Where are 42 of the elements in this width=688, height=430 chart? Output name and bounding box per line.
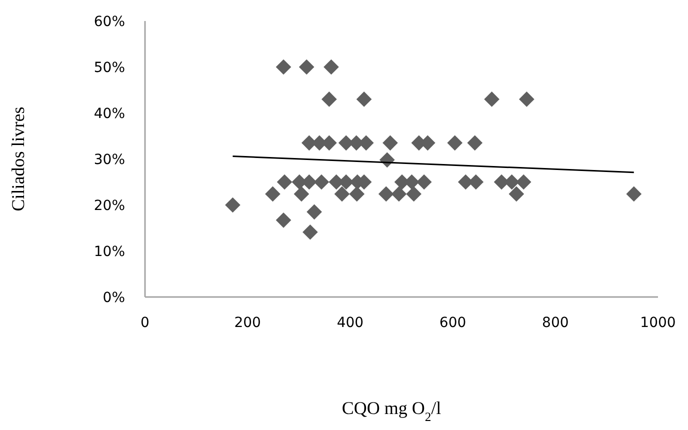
point (447, 135, 463, 151)
x-tick-label: 400 (336, 315, 364, 331)
point (321, 92, 337, 107)
x-tick-label: 1000 (640, 315, 676, 331)
x-axis-title: CQO mg O$_{2}$/l (342, 398, 442, 424)
point (626, 186, 642, 202)
point (349, 186, 365, 202)
point (314, 174, 330, 190)
point (298, 59, 314, 75)
point (334, 186, 350, 202)
x-tick-label: 0 (140, 315, 150, 331)
point (265, 186, 280, 202)
x-tick-label: 600 (439, 315, 466, 331)
x-tick-label: 200 (234, 315, 261, 331)
y-axis-title: Ciliados livres (8, 106, 28, 212)
y-tick-label: 50% (94, 60, 125, 76)
y-tick-label: 10% (94, 244, 125, 260)
point (484, 92, 500, 107)
x-tick-label: 800 (542, 315, 569, 331)
point (406, 186, 422, 202)
point (276, 59, 292, 75)
point (416, 174, 432, 190)
point (508, 186, 524, 202)
point (306, 204, 322, 220)
point (302, 224, 318, 240)
point (276, 212, 292, 228)
point (294, 186, 310, 202)
point (519, 92, 534, 107)
y-tick-label: 30% (94, 152, 125, 168)
point (225, 197, 240, 213)
y-tick-label: 40% (94, 106, 125, 122)
point (356, 92, 372, 107)
y-tick-label: 20% (94, 198, 125, 214)
point (276, 174, 292, 190)
point (382, 135, 398, 151)
y-tick-label: 0% (102, 290, 125, 306)
y-tick-label: 60% (94, 14, 125, 30)
point (391, 186, 407, 202)
point (324, 59, 339, 75)
point (467, 135, 483, 151)
point (516, 174, 532, 190)
point (378, 186, 394, 202)
